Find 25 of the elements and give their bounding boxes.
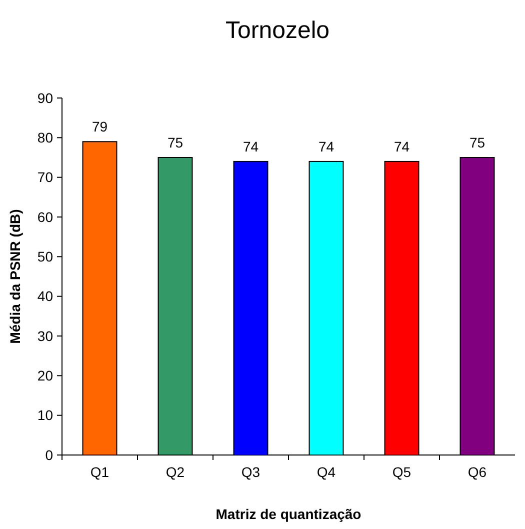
data-label: 74 xyxy=(394,138,410,154)
data-label: 74 xyxy=(318,138,334,154)
y-tick-label: 80 xyxy=(37,130,54,146)
y-tick-label: 90 xyxy=(37,90,54,106)
data-label: 75 xyxy=(469,134,486,150)
y-tick-label: 50 xyxy=(37,248,54,265)
x-tick-label: Q3 xyxy=(241,464,260,480)
y-tick-label: 0 xyxy=(45,446,54,463)
data-label: 74 xyxy=(242,138,259,154)
y-tick-label: 70 xyxy=(37,169,54,186)
x-tick-label: Q6 xyxy=(468,464,487,480)
data-label: 75 xyxy=(167,134,184,150)
y-tick-label: 40 xyxy=(37,288,54,304)
y-tick-label: 10 xyxy=(37,407,54,424)
x-tick-label: Q1 xyxy=(90,464,110,480)
x-axis-title: Matriz de quantização xyxy=(216,506,362,522)
y-tick-label: 60 xyxy=(37,208,54,225)
y-axis-title: Média da PSNR (dB) xyxy=(7,209,23,344)
x-tick-label: Q5 xyxy=(392,464,412,480)
chart-title: Tornozelo xyxy=(225,17,330,44)
x-tick-label: Q4 xyxy=(316,464,336,480)
x-tick-label: Q2 xyxy=(166,464,185,480)
data-label: 79 xyxy=(92,118,108,135)
y-tick-label: 30 xyxy=(37,328,54,344)
y-tick-label: 20 xyxy=(37,368,54,384)
